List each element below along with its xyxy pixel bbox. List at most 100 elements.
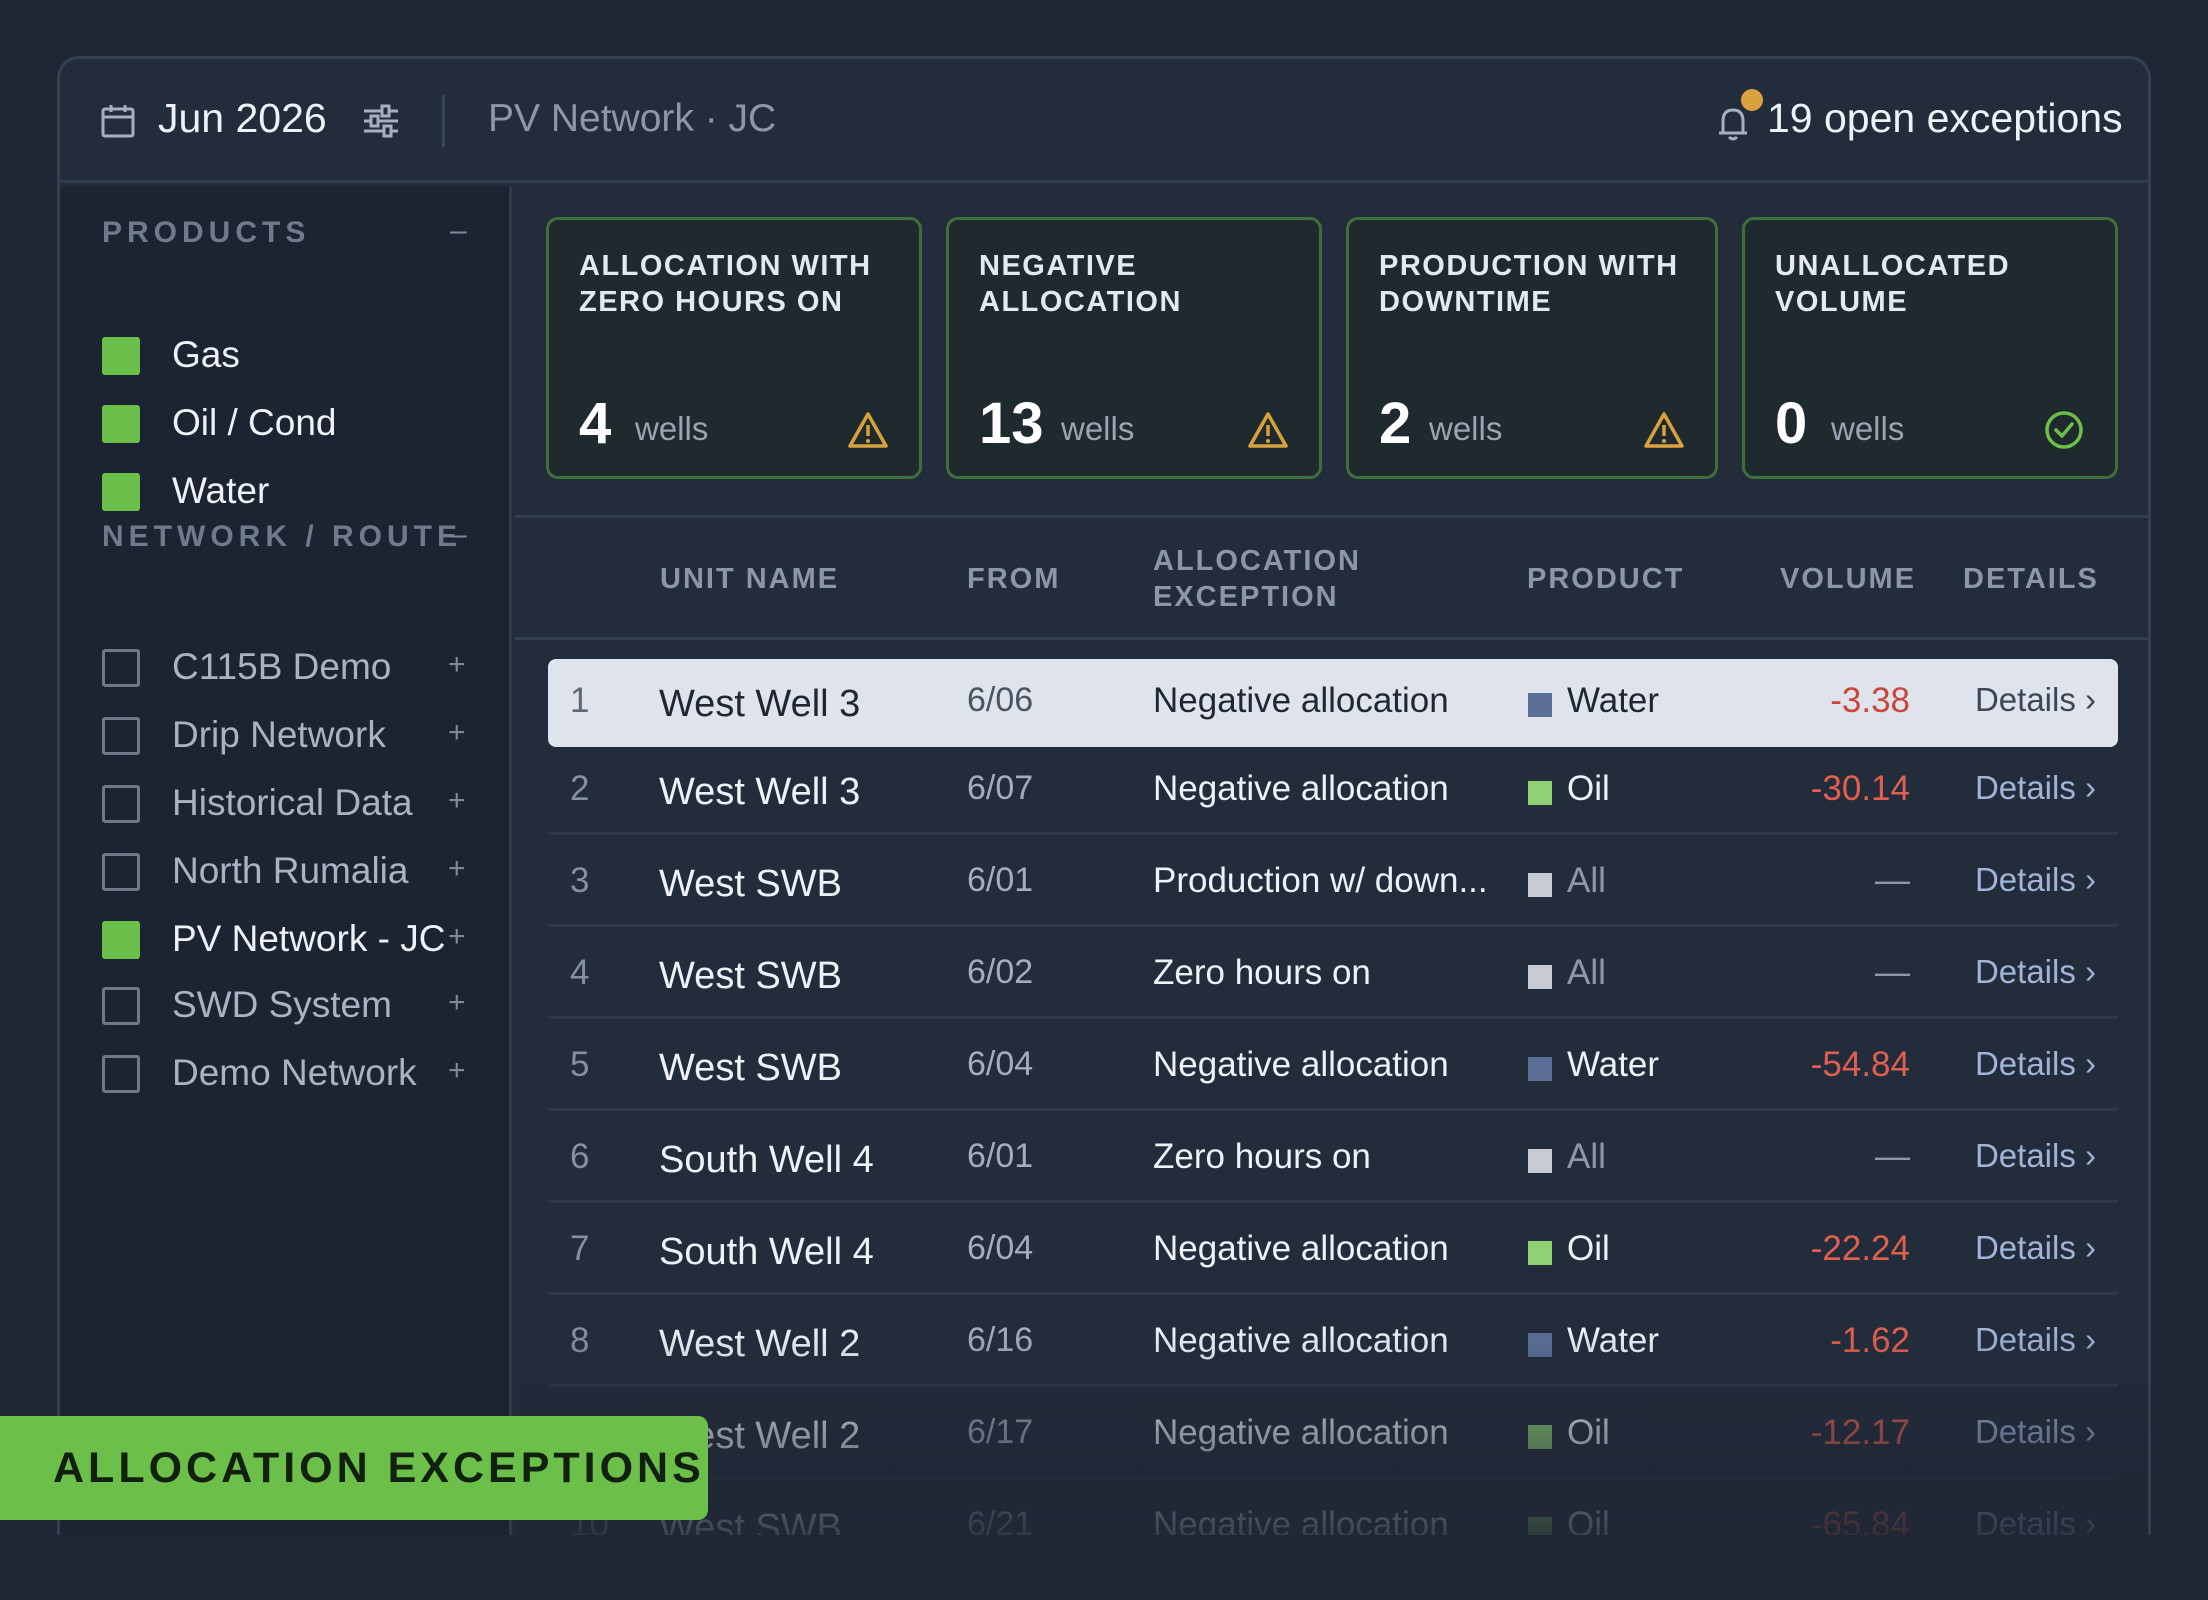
- expand-plus-icon[interactable]: +: [448, 986, 466, 1019]
- details-link[interactable]: Details ›: [1974, 1137, 2096, 1174]
- table-row[interactable]: 9 West Well 2 6/17 Negative allocation O…: [548, 1391, 2118, 1479]
- details-link[interactable]: Details ›: [1974, 953, 2096, 990]
- product-name: Water: [1567, 681, 1660, 720]
- products-title: PRODUCTS: [102, 216, 311, 249]
- network-item-active[interactable]: PV Network - JC +: [102, 918, 492, 962]
- details-link[interactable]: Details ›: [1974, 1321, 2096, 1358]
- product-item-gas[interactable]: Gas: [102, 334, 492, 378]
- unit-name: West Well 3: [659, 771, 861, 813]
- details-link[interactable]: Details ›: [1974, 681, 2096, 718]
- network-item[interactable]: Drip Network +: [102, 714, 492, 758]
- from-date: 6/02: [967, 953, 1034, 991]
- network-item[interactable]: SWD System +: [102, 984, 492, 1028]
- gas-checkbox[interactable]: [102, 337, 140, 375]
- expand-plus-icon[interactable]: +: [448, 1054, 466, 1087]
- card-title: PRODUCTION WITH DOWNTIME: [1379, 250, 1679, 318]
- check-circle-icon: [2045, 411, 2083, 449]
- exception-type: Zero hours on: [1153, 953, 1371, 992]
- expand-plus-icon[interactable]: +: [448, 852, 466, 885]
- network-item[interactable]: Demo Network +: [102, 1052, 492, 1096]
- expand-plus-icon[interactable]: +: [448, 716, 466, 749]
- column-header-exception-line1: ALLOCATION: [1153, 545, 1361, 577]
- network-item[interactable]: North Rumalia +: [102, 850, 492, 894]
- expand-plus-icon[interactable]: +: [448, 784, 466, 817]
- expand-plus-icon[interactable]: +: [448, 920, 466, 953]
- card-count: 2: [1379, 391, 1412, 456]
- unit-name: West Well 3: [659, 683, 861, 725]
- open-exceptions-count[interactable]: 19 open exceptions: [1767, 95, 2123, 141]
- from-date: 6/04: [967, 1045, 1034, 1083]
- sidebar: PRODUCTS – Gas Oil / Cond Water NETWORK …: [60, 186, 512, 1556]
- network-item[interactable]: C115B Demo +: [102, 646, 492, 690]
- from-date: 6/01: [967, 861, 1034, 899]
- app-window: Jun 2026 PV Network · JC 19 open excepti…: [57, 56, 2151, 1556]
- unit-name: West SWB: [659, 863, 842, 905]
- oil-checkbox[interactable]: [102, 405, 140, 443]
- filter-sliders-icon[interactable]: [362, 103, 400, 139]
- volume-value: -54.84: [1810, 1045, 1910, 1084]
- column-header-from[interactable]: FROM: [967, 563, 1061, 595]
- network-collapse-toggle[interactable]: –: [450, 518, 467, 551]
- details-link[interactable]: Details ›: [1974, 861, 2096, 898]
- product-swatch: [1528, 965, 1552, 989]
- card-zero-hours[interactable]: ALLOCATION WITH ZERO HOURS ON 4 wells: [546, 217, 922, 479]
- current-network[interactable]: PV Network · JC: [488, 97, 777, 140]
- column-header-product[interactable]: PRODUCT: [1527, 563, 1685, 595]
- water-checkbox[interactable]: [102, 473, 140, 511]
- product-item-oil[interactable]: Oil / Cond: [102, 402, 492, 446]
- network-checkbox[interactable]: [102, 649, 140, 687]
- details-link[interactable]: Details ›: [1974, 1229, 2096, 1266]
- card-unit: wells: [1061, 410, 1135, 447]
- table-row[interactable]: 5 West SWB 6/04 Negative allocation Wate…: [548, 1023, 2118, 1111]
- table-row-selected[interactable]: 1 West Well 3 6/06 Negative allocation W…: [548, 659, 2118, 747]
- row-number: 3: [570, 861, 590, 900]
- product-item-water[interactable]: Water: [102, 470, 492, 514]
- expand-plus-icon[interactable]: +: [448, 648, 466, 681]
- products-collapse-toggle[interactable]: –: [450, 214, 467, 247]
- network-checkbox[interactable]: [102, 853, 140, 891]
- header-divider: [442, 95, 445, 147]
- table-row[interactable]: 6 South Well 4 6/01 Zero hours on All — …: [548, 1115, 2118, 1203]
- card-production-downtime[interactable]: PRODUCTION WITH DOWNTIME 2 wells: [1346, 217, 1718, 479]
- network-checkbox-checked[interactable]: [102, 921, 140, 959]
- card-negative-allocation[interactable]: NEGATIVE ALLOCATION 13 wells: [946, 217, 1322, 479]
- column-header-unit[interactable]: UNIT NAME: [660, 563, 840, 595]
- bell-icon[interactable]: [1715, 103, 1751, 143]
- unit-name: West SWB: [659, 955, 842, 997]
- product-swatch: [1528, 1425, 1552, 1449]
- product-name: Oil: [1567, 769, 1610, 808]
- column-header-details[interactable]: DETAILS: [1963, 563, 2099, 595]
- table-row[interactable]: 4 West SWB 6/02 Zero hours on All — Deta…: [548, 931, 2118, 1019]
- column-header-exception[interactable]: ALLOCATION EXCEPTION: [1153, 543, 1361, 615]
- product-label: Water: [172, 470, 270, 511]
- table-row[interactable]: 7 South Well 4 6/04 Negative allocation …: [548, 1207, 2118, 1295]
- table-row[interactable]: 2 West Well 3 6/07 Negative allocation O…: [548, 747, 2118, 835]
- column-header-volume[interactable]: VOLUME: [1780, 563, 1917, 595]
- unit-name: West SWB: [659, 1047, 842, 1089]
- product-name: Water: [1567, 1045, 1660, 1084]
- card-unallocated-volume[interactable]: UNALLOCATED VOLUME 0 wells: [1742, 217, 2118, 479]
- from-date: 6/06: [967, 681, 1034, 719]
- card-title: ALLOCATION WITH ZERO HOURS ON: [579, 250, 872, 318]
- from-date: 6/04: [967, 1229, 1034, 1267]
- card-unit: wells: [1831, 410, 1905, 447]
- exception-type: Zero hours on: [1153, 1137, 1371, 1176]
- table-row[interactable]: 3 West SWB 6/01 Production w/ down... Al…: [548, 839, 2118, 927]
- details-link[interactable]: Details ›: [1974, 1045, 2096, 1082]
- row-number: 6: [570, 1137, 590, 1176]
- network-item[interactable]: Historical Data +: [102, 782, 492, 826]
- period-selector[interactable]: Jun 2026: [158, 95, 327, 141]
- network-checkbox[interactable]: [102, 987, 140, 1025]
- network-checkbox[interactable]: [102, 1055, 140, 1093]
- details-link[interactable]: Details ›: [1974, 1413, 2096, 1450]
- network-checkbox[interactable]: [102, 717, 140, 755]
- table-row[interactable]: 8 West Well 2 6/16 Negative allocation W…: [548, 1299, 2118, 1387]
- details-link[interactable]: Details ›: [1974, 769, 2096, 806]
- network-checkbox[interactable]: [102, 785, 140, 823]
- card-count: 4: [579, 391, 612, 456]
- unit-name: South Well 4: [659, 1139, 874, 1181]
- network-label: PV Network - JC: [172, 918, 446, 959]
- calendar-icon[interactable]: [100, 103, 136, 139]
- product-name: All: [1567, 1137, 1606, 1176]
- product-name: All: [1567, 953, 1606, 992]
